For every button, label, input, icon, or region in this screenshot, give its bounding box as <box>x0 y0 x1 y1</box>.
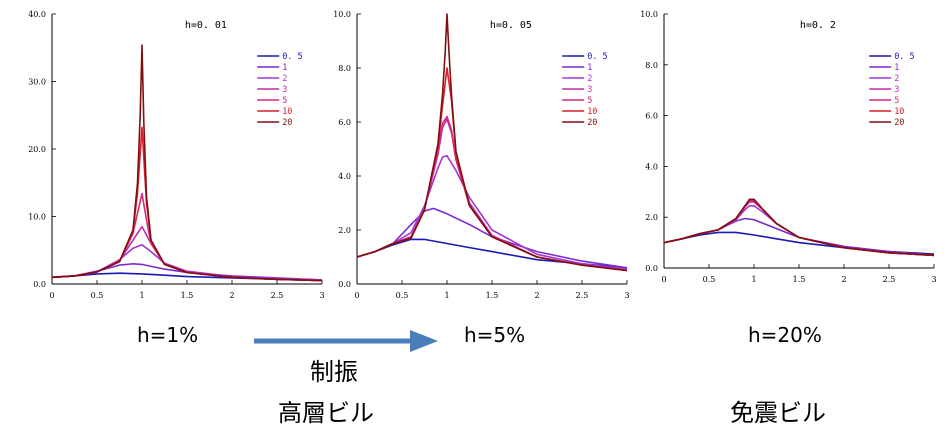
series-line-4 <box>663 201 935 257</box>
caption-h20: h=20% <box>748 323 822 347</box>
x-tick-label: 0 <box>661 275 666 284</box>
x-tick-label: 2.5 <box>271 291 284 300</box>
y-tick-label: 0.0 <box>645 264 658 273</box>
x-tick-label: 3 <box>931 275 936 284</box>
series-line-5 <box>663 199 935 257</box>
x-tick-label: 3 <box>624 291 629 300</box>
y-tick-label: 8.0 <box>645 61 658 70</box>
legend-label: 3 <box>894 85 899 95</box>
y-tick-label: 2.0 <box>338 226 351 235</box>
series-line-7 <box>356 13 628 272</box>
x-tick-label: 0.5 <box>91 291 104 300</box>
caption-h5: h=5% <box>464 323 526 347</box>
x-tick-label: 0.5 <box>703 275 716 284</box>
right-building-label: 免震ビル <box>730 399 826 427</box>
y-tick-label: 4.0 <box>338 172 351 181</box>
x-tick-label: 3 <box>319 291 324 300</box>
legend-label: 0. 5 <box>282 52 302 62</box>
series-line-7 <box>663 198 935 257</box>
legend-label: 2 <box>587 74 592 84</box>
series-line-6 <box>663 198 935 257</box>
series-line-5 <box>51 192 323 282</box>
x-tick-label: 0.5 <box>396 291 409 300</box>
series-line-5 <box>356 115 628 272</box>
legend-label: 3 <box>282 85 287 95</box>
x-tick-label: 0 <box>49 291 54 300</box>
caption-h1: h=1% <box>137 323 199 347</box>
charts-canvas: 0.010.020.030.040.00 0.5 1 1.5 2 2.5 3h=0. 010… <box>28 10 936 300</box>
series-line-1 <box>663 231 935 255</box>
legend-label: 2 <box>282 74 287 84</box>
series-line-4 <box>356 118 628 272</box>
legend-label: 10 <box>587 107 597 117</box>
legend-label: 1 <box>894 63 899 73</box>
x-tick-label: 0 <box>354 291 359 300</box>
chart-panel-2: 0.0 2.0 4.0 6.0 8.0 10.0 0 0.5 1 1.5 2 2.5 3 h=0. 05 0… <box>333 10 629 300</box>
y-tick-label: 30.0 <box>28 78 46 87</box>
legend-label: 20 <box>894 118 904 128</box>
y-tick-label: 6.0 <box>338 118 351 127</box>
x-tick-label: 2 <box>229 291 234 300</box>
y-tick-label: 8.0 <box>338 64 351 73</box>
legend-label: 1 <box>282 63 287 73</box>
y-tick-label: 0.0 <box>338 280 351 289</box>
series-line-3 <box>663 205 935 257</box>
series-line-2 <box>356 207 628 269</box>
arrow-label: 制振 <box>310 358 358 386</box>
chart-title: h=0. 01 <box>185 20 227 31</box>
x-tick-label: 1.5 <box>181 291 194 300</box>
x-tick-label: 1 <box>139 291 144 300</box>
legend-label: 3 <box>587 85 592 95</box>
legend-label: 20 <box>282 118 292 128</box>
legend-label: 10 <box>282 107 292 117</box>
left-building-label: 高層ビル <box>278 399 374 427</box>
arrow-right-icon <box>254 330 438 352</box>
y-tick-label: 6.0 <box>645 112 658 121</box>
chart-panel-1: 0.0 10.0 20.0 30.0 40.0 0 0.5 1 1.5 2 2.5 3 h=0. 01 0… <box>28 10 324 300</box>
x-tick-label: 2.5 <box>883 275 896 284</box>
y-tick-label: 2.0 <box>645 213 658 222</box>
legend-label: 5 <box>587 96 592 106</box>
y-tick-label: 4.0 <box>645 162 658 171</box>
y-tick-label: 10.0 <box>640 10 658 19</box>
x-tick-label: 2.5 <box>576 291 589 300</box>
legend-label: 0. 5 <box>894 52 914 62</box>
y-tick-label: 20.0 <box>28 145 46 154</box>
y-tick-label: 40.0 <box>28 10 46 19</box>
x-tick-label: 1.5 <box>793 275 806 284</box>
y-tick-label: 0.0 <box>33 280 46 289</box>
legend-label: 0. 5 <box>587 52 607 62</box>
chart-panel-3: 0.0 2.0 4.0 6.0 8.0 10.0 0 0.5 1 1.5 2 2.5 3 h=0. 2 0.… <box>640 10 936 284</box>
series-line-7 <box>51 44 323 282</box>
x-tick-label: 2 <box>841 275 846 284</box>
legend-label: 5 <box>282 96 287 106</box>
legend-label: 10 <box>894 107 904 117</box>
legend-label: 1 <box>587 63 592 73</box>
x-tick-label: 1 <box>444 291 449 300</box>
x-tick-label: 1 <box>751 275 756 284</box>
x-tick-label: 2 <box>534 291 539 300</box>
series-line-6 <box>51 126 323 282</box>
chart-title: h=0. 2 <box>800 20 836 31</box>
x-tick-label: 1.5 <box>486 291 499 300</box>
chart-title: h=0. 05 <box>490 20 532 31</box>
legend-label: 20 <box>587 118 597 128</box>
legend-label: 2 <box>894 74 899 84</box>
legend-label: 5 <box>894 96 899 106</box>
y-tick-label: 10.0 <box>28 213 46 222</box>
y-tick-label: 10.0 <box>333 10 351 19</box>
